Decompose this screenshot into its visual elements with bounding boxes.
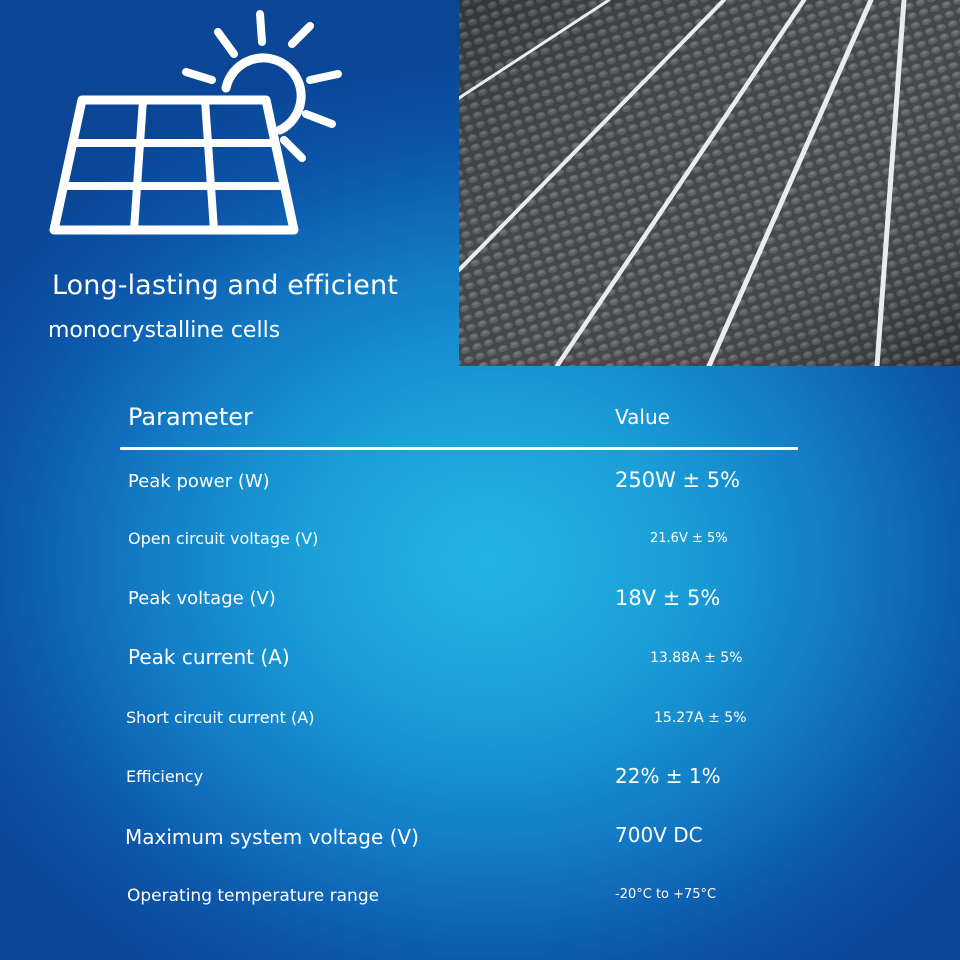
- row-peak-voltage-value: 18V ± 5%: [615, 586, 721, 610]
- row-open-circuit-voltage-label: Open circuit voltage (V): [128, 529, 319, 548]
- headline-line-1: Long-lasting and efficient: [52, 270, 398, 301]
- row-max-system-voltage-label: Maximum system voltage (V): [125, 825, 419, 849]
- row-peak-power-label: Peak power (W): [128, 471, 270, 492]
- row-operating-temperature-value: -20°C to +75°C: [615, 887, 717, 902]
- row-open-circuit-voltage-value: 21.6V ± 5%: [650, 531, 728, 546]
- row-peak-voltage-label: Peak voltage (V): [128, 588, 276, 609]
- column-header-parameter: Parameter: [128, 403, 253, 431]
- solar-panel-sun-icon: [40, 8, 360, 248]
- row-peak-current-label: Peak current (A): [128, 645, 290, 669]
- column-header-value: Value: [615, 405, 670, 429]
- row-peak-power-value: 250W ± 5%: [615, 468, 741, 492]
- row-operating-temperature-label: Operating temperature range: [127, 886, 380, 906]
- headline-line-2: monocrystalline cells: [48, 318, 281, 343]
- row-max-system-voltage-value: 700V DC: [615, 823, 703, 847]
- row-short-circuit-current-label: Short circuit current (A): [126, 708, 315, 727]
- header-divider: [120, 447, 798, 450]
- row-peak-current-value: 13.88A ± 5%: [650, 650, 743, 666]
- row-efficiency-label: Efficiency: [126, 767, 204, 786]
- solar-cell-closeup-photo: [459, 0, 960, 366]
- row-short-circuit-current-value: 15.27A ± 5%: [654, 710, 747, 726]
- row-efficiency-value: 22% ± 1%: [615, 764, 721, 788]
